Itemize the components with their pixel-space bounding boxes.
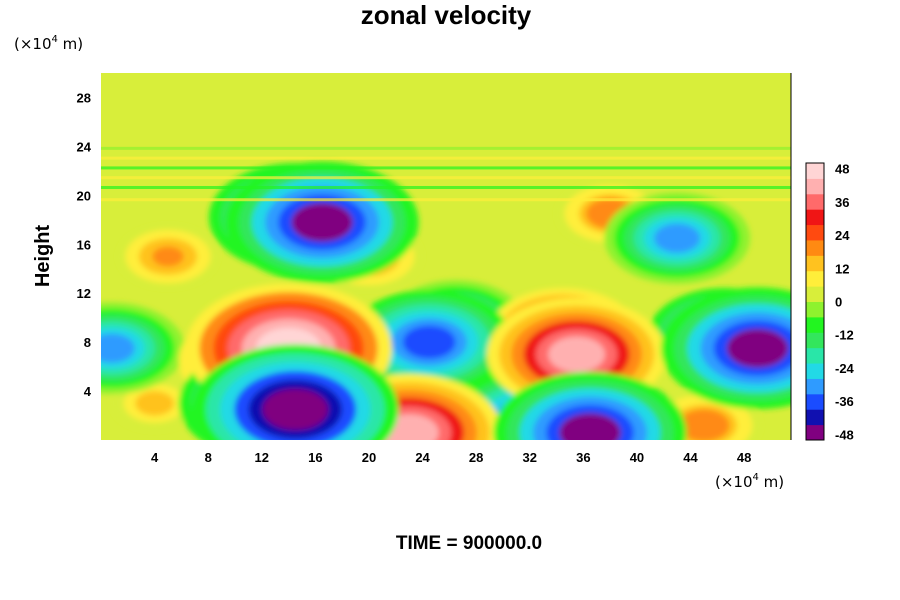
strat-band-2 bbox=[101, 176, 791, 180]
x-tick-label-4: 20 bbox=[362, 450, 376, 465]
y-axis-ticks: 4 8 12 16 20 24 28 bbox=[77, 90, 92, 399]
x-tick-label-2: 12 bbox=[255, 450, 269, 465]
colorbar-tick-label-6: -24 bbox=[835, 361, 855, 376]
colorbar-swatch-1 bbox=[806, 409, 824, 426]
colorbar-swatch-10 bbox=[806, 270, 824, 287]
contour-blob-2-6 bbox=[152, 246, 184, 267]
contour-blob-7-6 bbox=[101, 333, 135, 363]
x-tick-label-11: 48 bbox=[737, 450, 751, 465]
y-tick-label-0: 4 bbox=[84, 384, 92, 399]
contour-blob-5-6 bbox=[686, 414, 722, 437]
colorbar-tick-label-0: 48 bbox=[835, 162, 849, 177]
strat-band-1 bbox=[101, 185, 791, 189]
chart-title: zonal velocity bbox=[361, 0, 532, 30]
colorbar-swatch-12 bbox=[806, 239, 824, 256]
contour-blob-0-6 bbox=[141, 394, 169, 412]
colorbar-border bbox=[805, 162, 825, 441]
colorbar-swatch-6 bbox=[806, 332, 824, 349]
contour-blob-12-6 bbox=[402, 325, 456, 359]
colorbar-tick-label-7: -36 bbox=[835, 394, 854, 409]
x-tick-label-6: 28 bbox=[469, 450, 483, 465]
strat-band-6 bbox=[101, 137, 791, 141]
colorbar bbox=[805, 162, 825, 441]
colorbar-tick-label-4: 0 bbox=[835, 295, 842, 310]
colorbar-ticks: 48 36 24 12 0 -12 -24 -36 -48 bbox=[835, 162, 855, 443]
colorbar-swatch-2 bbox=[806, 393, 824, 410]
x-tick-label-1: 8 bbox=[205, 450, 212, 465]
strat-band-4 bbox=[101, 156, 791, 160]
x-tick-label-8: 36 bbox=[576, 450, 590, 465]
contour-blob-19-6 bbox=[291, 203, 353, 242]
colorbar-swatch-7 bbox=[806, 316, 824, 333]
strat-band-5 bbox=[101, 146, 791, 150]
y-tick-label-1: 8 bbox=[84, 335, 91, 350]
x-axis-ticks: 4 8 12 16 20 24 28 32 36 40 44 48 bbox=[151, 450, 751, 465]
colorbar-swatch-11 bbox=[806, 255, 824, 272]
colorbar-swatch-5 bbox=[806, 347, 824, 364]
colorbar-swatch-4 bbox=[806, 363, 824, 379]
x-tick-label-3: 16 bbox=[308, 450, 322, 465]
x-tick-label-7: 32 bbox=[523, 450, 537, 465]
y-tick-label-5: 24 bbox=[77, 139, 92, 154]
colorbar-swatch-8 bbox=[806, 301, 824, 318]
x-unit-label: (×104 m) bbox=[715, 472, 784, 491]
contour-blob-16-6 bbox=[548, 336, 606, 373]
y-tick-label-2: 12 bbox=[77, 286, 91, 301]
colorbar-tick-label-8: -48 bbox=[835, 427, 854, 442]
contour-blob-23-6 bbox=[262, 388, 328, 431]
strat-band-0 bbox=[101, 198, 791, 202]
x-tick-label-5: 24 bbox=[415, 450, 430, 465]
colorbar-tick-label-1: 36 bbox=[835, 195, 849, 210]
contour-blobs bbox=[101, 161, 791, 440]
velocity-field bbox=[101, 73, 791, 440]
contour-blob-20-6 bbox=[726, 329, 789, 368]
time-label: TIME = 900000.0 bbox=[396, 533, 542, 554]
colorbar-tick-label-2: 24 bbox=[835, 228, 850, 243]
plot-area bbox=[101, 73, 792, 440]
colorbar-swatch-17 bbox=[806, 163, 824, 179]
colorbar-swatch-13 bbox=[806, 224, 824, 241]
x-tick-label-0: 4 bbox=[151, 450, 159, 465]
strat-band-3 bbox=[101, 166, 791, 170]
y-unit-label: (×104 m) bbox=[14, 34, 83, 53]
y-axis-label: Height bbox=[32, 225, 54, 288]
y-tick-label-6: 28 bbox=[77, 90, 91, 105]
colorbar-swatch-3 bbox=[806, 378, 824, 395]
colorbar-swatch-15 bbox=[806, 193, 824, 210]
y-tick-label-3: 16 bbox=[77, 237, 91, 252]
colorbar-tick-label-5: -12 bbox=[835, 328, 854, 343]
contour-blob-8-6 bbox=[654, 223, 701, 253]
colorbar-swatch-9 bbox=[806, 286, 824, 302]
y-tick-label-4: 20 bbox=[77, 188, 91, 203]
x-tick-label-10: 44 bbox=[683, 450, 698, 465]
colorbar-swatch-16 bbox=[806, 178, 824, 195]
stratified-bands bbox=[101, 137, 791, 202]
colorbar-swatch-0 bbox=[806, 424, 824, 441]
colorbar-swatch-14 bbox=[806, 209, 824, 226]
contour-blob-21-6 bbox=[559, 413, 621, 440]
x-tick-label-9: 40 bbox=[630, 450, 644, 465]
colorbar-tick-label-3: 12 bbox=[835, 261, 849, 276]
